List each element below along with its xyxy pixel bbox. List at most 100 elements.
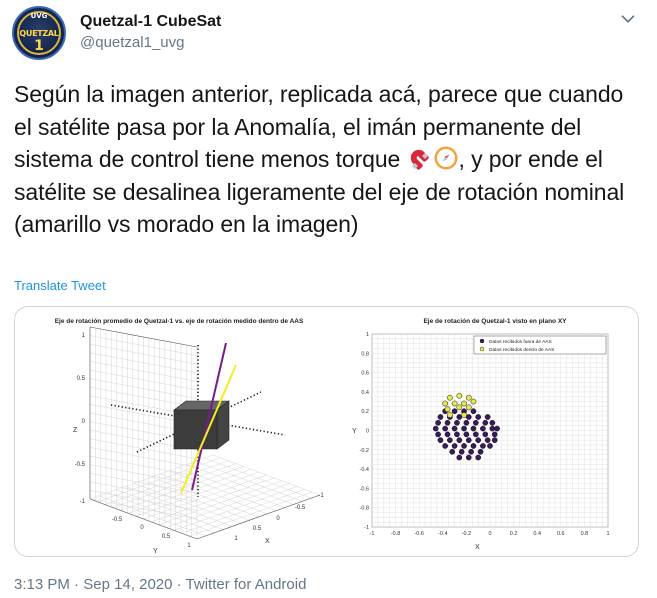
x-tick-label: 0.6 <box>557 531 565 537</box>
y-tick-label: -0.8 <box>360 506 369 512</box>
left-y-ticks: -0.5 0 0.5 1 <box>112 517 192 549</box>
z-tick: -0.5 <box>75 462 86 468</box>
right-y-ticks: 1 0.8 0.6 0.4 0.2 0 -0.2 -0.4 -0.6 -0.8 -1 <box>360 332 369 531</box>
z-tick: 0 <box>82 419 86 425</box>
y-tick-label: 0.4 <box>361 390 369 396</box>
tweet-date[interactable]: Sep 14, 2020 <box>83 576 173 593</box>
right-x-label: X <box>475 544 480 551</box>
y-tick-label: -0.6 <box>360 486 369 492</box>
point-outside-aas <box>432 425 439 432</box>
point-outside-aas <box>456 437 463 443</box>
z-axis-label: Z <box>73 427 78 434</box>
measured-axis-yellow <box>180 364 237 494</box>
point-outside-aas <box>470 425 477 432</box>
point-outside-aas <box>451 408 458 415</box>
point-outside-aas <box>477 448 484 455</box>
point-inside-aas <box>470 398 477 405</box>
point-outside-aas <box>461 425 467 432</box>
point-outside-aas <box>458 448 465 455</box>
avatar[interactable]: UVG QUETZAL 1 <box>12 6 66 60</box>
avatar-number-label: 1 <box>34 38 44 54</box>
author-handle[interactable]: @quetzal1_uvg <box>80 34 185 51</box>
right-grid <box>371 333 609 528</box>
point-inside-aas <box>456 404 463 411</box>
point-outside-aas <box>463 431 470 438</box>
point-outside-aas <box>465 437 472 443</box>
point-outside-aas <box>491 431 498 438</box>
point-outside-aas <box>484 437 491 443</box>
point-outside-aas <box>456 454 463 461</box>
point-outside-aas <box>489 419 496 426</box>
point-outside-aas <box>468 448 474 455</box>
legend-outside: Datos recibidos fuera de AAS <box>489 339 552 345</box>
y-tick-label: -0.2 <box>360 448 369 454</box>
y-tick-label: -0.4 <box>360 467 369 473</box>
point-outside-aas <box>447 437 453 443</box>
point-inside-aas <box>442 400 449 407</box>
x-tick-label: 0 <box>488 531 491 537</box>
point-inside-aas <box>451 400 458 407</box>
point-outside-aas <box>475 454 482 461</box>
point-outside-aas <box>475 414 482 420</box>
y-tick-label: 0.2 <box>361 409 369 415</box>
point-outside-aas <box>465 414 472 420</box>
point-outside-aas <box>435 419 441 426</box>
right-y-label: Y <box>352 428 357 435</box>
tweet-time[interactable]: 3:13 PM <box>14 576 70 593</box>
translate-tweet-link[interactable]: Translate Tweet <box>14 278 106 293</box>
point-outside-aas <box>470 443 477 449</box>
point-outside-aas <box>442 443 449 449</box>
point-inside-aas <box>447 412 453 418</box>
compass-emoji-icon <box>434 146 458 170</box>
y-tick: 0 <box>140 525 144 531</box>
point-inside-aas <box>461 400 467 407</box>
chevron-down-icon[interactable] <box>617 8 639 30</box>
point-outside-aas <box>482 419 489 426</box>
point-outside-aas <box>472 419 479 426</box>
x-tick: -0.5 <box>295 505 306 511</box>
x-tick-label: -0.8 <box>391 531 400 537</box>
legend-marker-outside <box>479 338 485 344</box>
tweet-source[interactable]: Twitter for Android <box>185 576 307 593</box>
point-outside-aas <box>491 437 498 443</box>
legend-inside: Datos recibidos dentro de AAS <box>489 347 554 353</box>
point-outside-aas <box>463 419 470 426</box>
avatar-name-label: QUETZAL <box>19 29 59 38</box>
z-tick: -1 <box>80 499 86 505</box>
x-tick-label: -0.2 <box>462 531 471 537</box>
point-outside-aas <box>480 443 486 449</box>
point-outside-aas <box>451 425 458 432</box>
y-tick: 0.5 <box>162 534 171 540</box>
point-outside-aas <box>470 408 477 415</box>
x-tick-label: 0.2 <box>510 531 518 537</box>
y-tick-label: -1 <box>364 525 369 531</box>
y-axis-label-3d: Y <box>153 548 158 555</box>
right-title: Eje de rotación de Quetzal-1 visto en pl… <box>423 318 567 325</box>
right-x-ticks: -1 -0.8 -0.6 -0.4 -0.2 0 0.2 0.4 0.6 0.8 1 <box>370 531 610 537</box>
y-tick-label: 0.6 <box>361 371 369 377</box>
tweet-text-part2: , y por ende el satélite se desalinea li… <box>14 146 625 237</box>
tweet-text-part1: Según la imagen anterior, replicada acá,… <box>14 81 624 172</box>
point-outside-aas <box>494 425 500 432</box>
figure-svg: Eje de rotación promedio de Quetzal-1 vs… <box>55 318 610 555</box>
point-outside-aas <box>435 431 441 438</box>
tweet-image[interactable]: Eje de rotación promedio de Quetzal-1 vs… <box>14 306 639 557</box>
point-outside-aas <box>482 431 489 438</box>
point-outside-aas <box>442 425 449 432</box>
satellite-cube <box>173 400 230 450</box>
point-inside-aas <box>456 392 463 399</box>
author-name[interactable]: Quetzal-1 CubeSat <box>80 13 222 30</box>
point-outside-aas <box>444 431 451 438</box>
y-tick: 1 <box>187 543 191 549</box>
point-outside-aas <box>489 425 496 432</box>
x-tick: 0.5 <box>253 526 262 532</box>
x-tick-label: -1 <box>370 531 375 537</box>
point-inside-aas <box>444 406 451 413</box>
x-tick-label: 0.8 <box>581 531 589 537</box>
point-outside-aas <box>451 443 458 449</box>
point-outside-aas <box>449 448 456 455</box>
point-outside-aas <box>461 443 467 449</box>
magnet-emoji-icon <box>410 149 429 170</box>
y-tick-label: 0.8 <box>361 351 369 357</box>
